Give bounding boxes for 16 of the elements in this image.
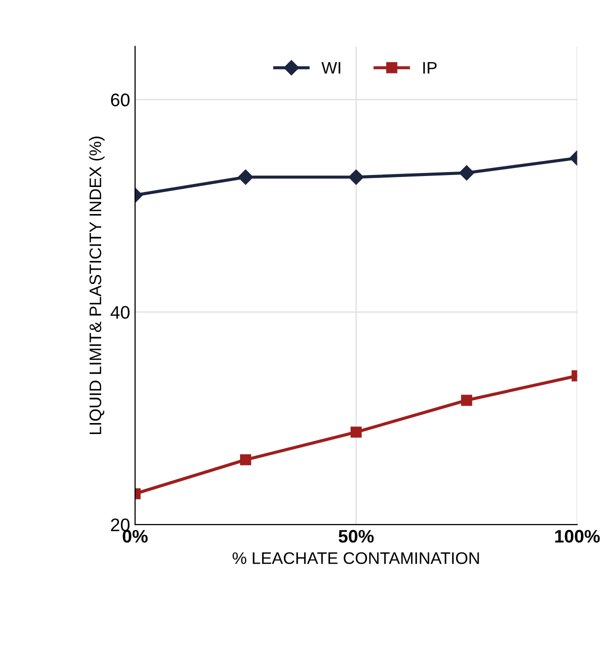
y-tick-label: 20: [111, 518, 130, 532]
point: [350, 426, 362, 438]
legend-label: WI: [321, 62, 340, 74]
point: [461, 394, 472, 406]
point: [459, 165, 474, 180]
x-tick-label: 100%: [555, 530, 600, 543]
y-tick-label: 40: [110, 306, 130, 319]
legend-label: IP: [423, 62, 437, 74]
x-tick-label: 50%: [338, 530, 374, 543]
point: [348, 170, 364, 185]
x-axis-title: % LEACHATE CONTAMINATION: [232, 552, 479, 564]
point: [240, 454, 252, 466]
x-tick-label: 0%: [122, 530, 148, 543]
y-tick-label: 60: [111, 94, 130, 106]
point: [238, 170, 254, 185]
y-axis-title: LIQUID LIMIT& PLASTICITY INDEX (%): [89, 136, 105, 434]
